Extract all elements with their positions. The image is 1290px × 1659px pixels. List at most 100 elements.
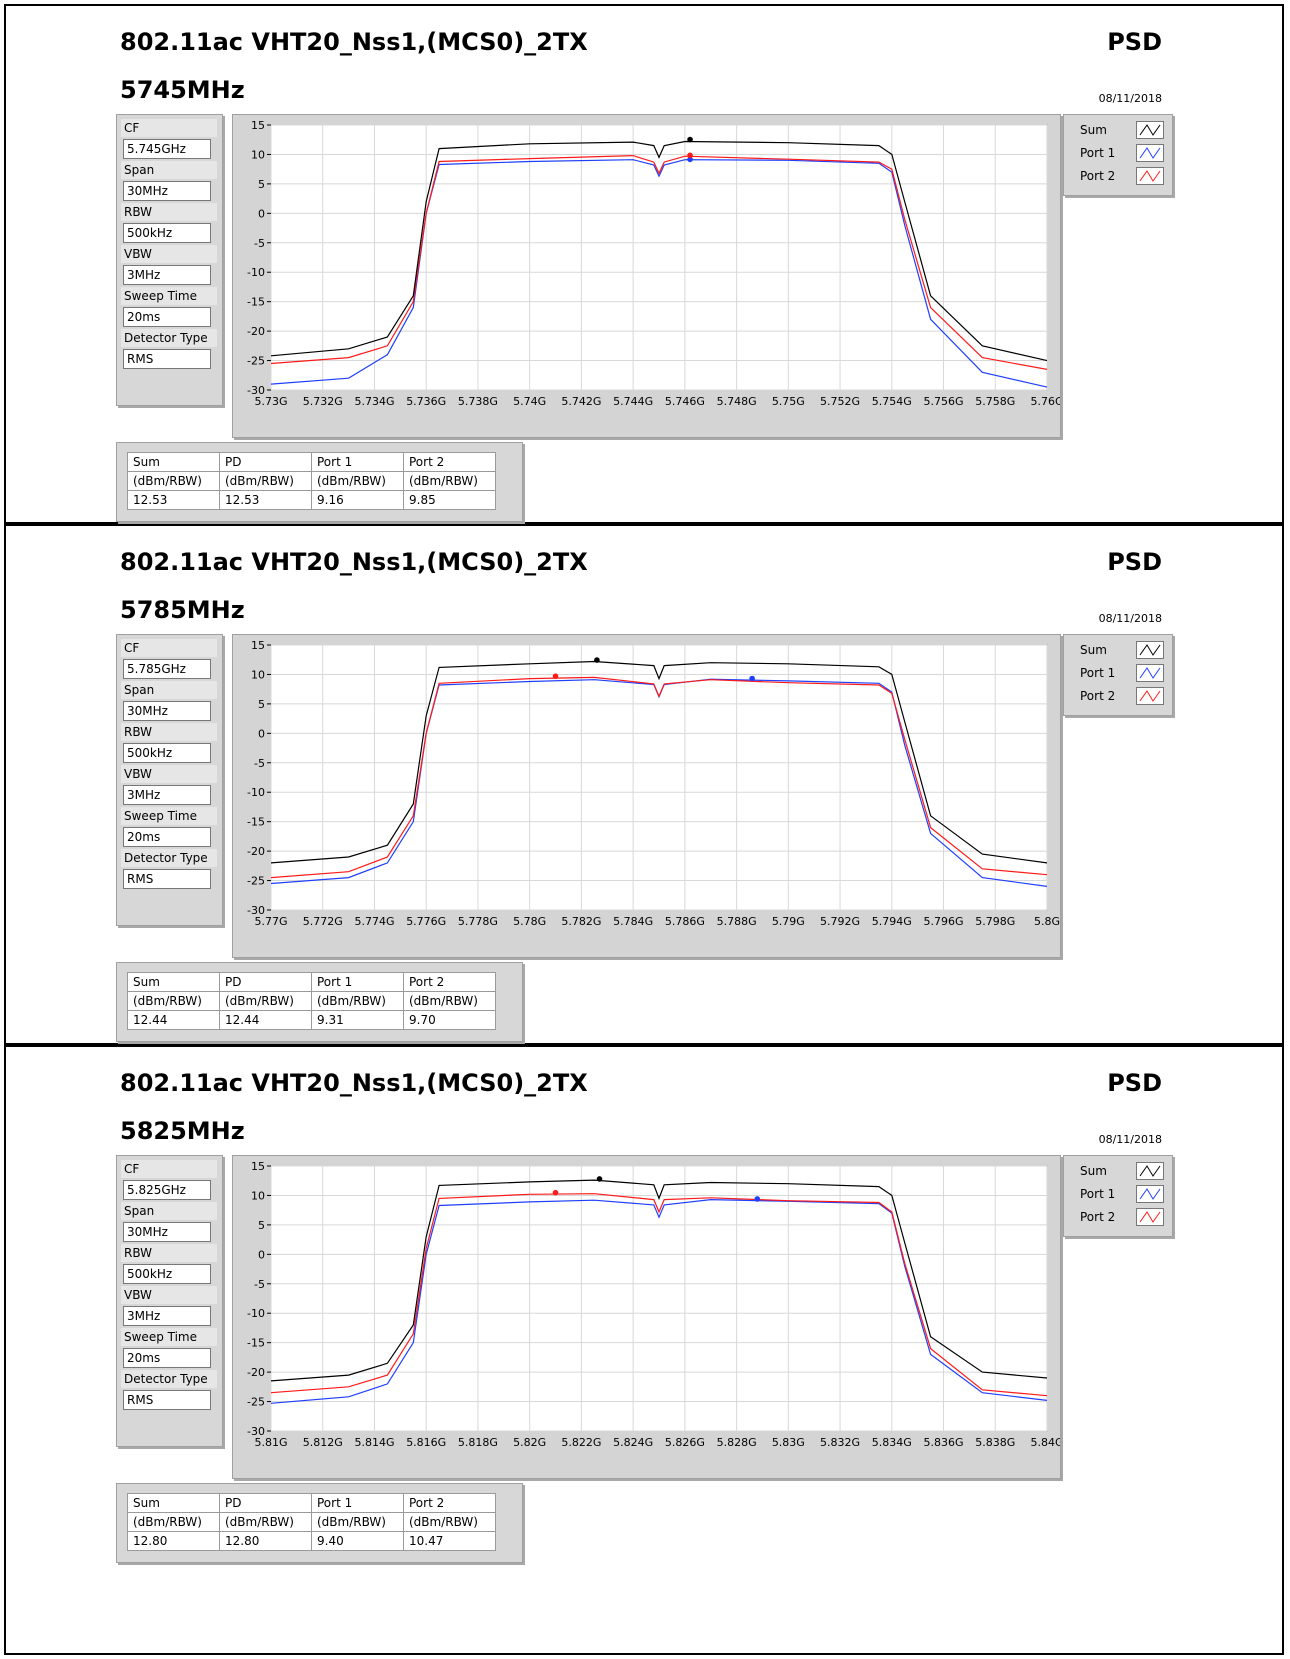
x-tick-label: 5.798G xyxy=(975,915,1015,928)
setting-value-sweep-time[interactable]: 20ms xyxy=(123,827,211,847)
setting-value-cf[interactable]: 5.825GHz xyxy=(123,1180,211,1200)
table-row: (dBm/RBW) (dBm/RBW) (dBm/RBW) (dBm/RBW) xyxy=(127,991,496,1011)
legend-item-port-2[interactable]: Port 2 xyxy=(1068,686,1168,708)
setting-value-detector-type[interactable]: RMS xyxy=(123,1390,211,1410)
line-swatch-icon xyxy=(1139,1188,1161,1200)
setting-value-vbw[interactable]: 3MHz xyxy=(123,785,211,805)
value-pd: 12.80 xyxy=(219,1531,312,1551)
x-tick-label: 5.732G xyxy=(303,395,343,408)
psd-section: 802.11ac VHT20_Nss1,(MCS0)_2TX PSD 5785M… xyxy=(4,524,1284,1045)
legend-item-port-1[interactable]: Port 1 xyxy=(1068,663,1168,685)
x-tick-label: 5.758G xyxy=(975,395,1015,408)
psd-plot[interactable]: 5.81G 5.812G 5.814G 5.816G 5.818G 5.82G 5.822G… xyxy=(232,1155,1061,1479)
legend-item-sum[interactable]: Sum xyxy=(1068,120,1168,142)
setting-value-rbw[interactable]: 500kHz xyxy=(123,223,211,243)
psd-plot[interactable]: 5.77G 5.772G 5.774G 5.776G 5.778G 5.78G 5.782G… xyxy=(232,634,1061,958)
setting-value-vbw[interactable]: 3MHz xyxy=(123,1306,211,1326)
x-tick-label: 5.816G xyxy=(406,1436,446,1449)
setting-value-sweep-time[interactable]: 20ms xyxy=(123,307,211,327)
legend-label: Port 1 xyxy=(1080,666,1116,680)
x-tick-label: 5.822G xyxy=(561,1436,601,1449)
y-tick-label: -10 xyxy=(247,786,265,799)
setting-value-vbw[interactable]: 3MHz xyxy=(123,265,211,285)
series-line-port-2 xyxy=(270,154,1048,370)
header-port-1: Port 1 xyxy=(311,1493,404,1513)
legend-swatch xyxy=(1136,1162,1164,1180)
legend-item-port-2[interactable]: Port 2 xyxy=(1068,166,1168,188)
psd-chart-svg: 5.77G 5.772G 5.774G 5.776G 5.778G 5.78G 5.782G… xyxy=(247,639,1060,928)
y-tick-label: -20 xyxy=(247,845,265,858)
unit-cell: (dBm/RBW) xyxy=(127,991,220,1011)
setting-value-rbw[interactable]: 500kHz xyxy=(123,743,211,763)
legend-swatch xyxy=(1136,641,1164,659)
setting-label-detector-type: Detector Type xyxy=(121,849,217,867)
y-tick-label: 10 xyxy=(251,668,265,681)
setting-value-cf[interactable]: 5.745GHz xyxy=(123,139,211,159)
value-port-2: 9.85 xyxy=(403,490,496,510)
legend-item-sum[interactable]: Sum xyxy=(1068,1161,1168,1183)
x-tick-label: 5.734G xyxy=(354,395,394,408)
x-tick-label: 5.826G xyxy=(665,1436,705,1449)
x-tick-label: 5.752G xyxy=(820,395,860,408)
setting-value-span[interactable]: 30MHz xyxy=(123,701,211,721)
setting-value-span[interactable]: 30MHz xyxy=(123,181,211,201)
y-tick-label: -25 xyxy=(247,1396,265,1409)
legend-swatch xyxy=(1136,687,1164,705)
header-port-1: Port 1 xyxy=(311,452,404,472)
x-tick-label: 5.82G xyxy=(513,1436,546,1449)
table-row: (dBm/RBW) (dBm/RBW) (dBm/RBW) (dBm/RBW) xyxy=(127,471,496,491)
peak-marker-port-2 xyxy=(687,152,693,159)
x-tick-label: 5.834G xyxy=(872,1436,912,1449)
y-tick-label: 5 xyxy=(258,178,265,191)
x-tick-label: 5.738G xyxy=(458,395,498,408)
table-row: (dBm/RBW) (dBm/RBW) (dBm/RBW) (dBm/RBW) xyxy=(127,1512,496,1532)
legend-item-port-1[interactable]: Port 1 xyxy=(1068,143,1168,165)
x-tick-label: 5.81G xyxy=(254,1436,287,1449)
setting-value-rbw[interactable]: 500kHz xyxy=(123,1264,211,1284)
value-port-2: 10.47 xyxy=(403,1531,496,1551)
y-tick-label: -15 xyxy=(247,1337,265,1350)
header-sum: Sum xyxy=(127,452,220,472)
series-line-port-1 xyxy=(270,1198,1048,1404)
x-tick-label: 5.838G xyxy=(975,1436,1015,1449)
y-tick-label: -25 xyxy=(247,355,265,368)
channel-frequency: 5745MHz xyxy=(120,76,245,104)
measurement-type-label: PSD xyxy=(1107,1069,1162,1097)
x-tick-label: 5.84G xyxy=(1030,1436,1060,1449)
value-pd: 12.44 xyxy=(219,1010,312,1030)
y-tick-label: -5 xyxy=(254,237,265,250)
peak-marker-port-2 xyxy=(552,1189,559,1196)
legend-swatch xyxy=(1136,1208,1164,1226)
x-tick-label: 5.774G xyxy=(354,915,394,928)
setting-value-detector-type[interactable]: RMS xyxy=(123,869,211,889)
x-tick-label: 5.83G xyxy=(772,1436,805,1449)
value-sum: 12.80 xyxy=(127,1531,220,1551)
setting-label-detector-type: Detector Type xyxy=(121,1370,217,1388)
series-line-sum xyxy=(270,660,1048,864)
header-sum: Sum xyxy=(127,972,220,992)
psd-plot[interactable]: 5.73G 5.732G 5.734G 5.736G 5.738G 5.74G 5.742G… xyxy=(232,114,1061,438)
setting-value-cf[interactable]: 5.785GHz xyxy=(123,659,211,679)
peak-marker-port-1 xyxy=(749,675,755,682)
plot-legend: Sum Port 1 Port 2 xyxy=(1063,114,1173,196)
table-row: Sum PD Port 1 Port 2 xyxy=(127,972,496,992)
setting-value-detector-type[interactable]: RMS xyxy=(123,349,211,369)
legend-label: Port 1 xyxy=(1080,1187,1116,1201)
legend-item-port-2[interactable]: Port 2 xyxy=(1068,1207,1168,1229)
results-table: Sum PD Port 1 Port 2 (dBm/RBW) (dBm/RBW)… xyxy=(127,972,496,1030)
legend-item-port-1[interactable]: Port 1 xyxy=(1068,1184,1168,1206)
header-port-1: Port 1 xyxy=(311,972,404,992)
y-tick-label: 5 xyxy=(258,1219,265,1232)
setting-value-sweep-time[interactable]: 20ms xyxy=(123,1348,211,1368)
x-tick-label: 5.824G xyxy=(613,1436,653,1449)
setting-value-span[interactable]: 30MHz xyxy=(123,1222,211,1242)
legend-item-sum[interactable]: Sum xyxy=(1068,640,1168,662)
settings-panel: CF 5.825GHz Span 30MHz RBW 500kHz VBW 3M… xyxy=(116,1155,223,1447)
series-line-port-2 xyxy=(270,1193,1048,1397)
legend-label: Sum xyxy=(1080,1164,1107,1178)
peak-marker-sum xyxy=(596,1176,603,1182)
header-sum: Sum xyxy=(127,1493,220,1513)
x-tick-label: 5.794G xyxy=(872,915,912,928)
header-pd: PD xyxy=(219,1493,312,1513)
plot-legend: Sum Port 1 Port 2 xyxy=(1063,1155,1173,1237)
